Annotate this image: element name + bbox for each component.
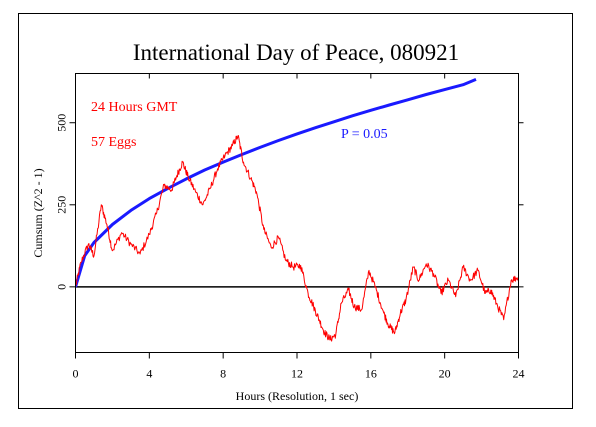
y-tick-label: 250 (55, 196, 69, 214)
y-tick-label: 0 (55, 284, 69, 290)
x-tick-label: 4 (146, 367, 152, 381)
y-axis-label: Cumsum (Z^2 - 1) (31, 168, 45, 257)
x-tick-label: 8 (220, 367, 226, 381)
x-tick-label: 24 (513, 367, 525, 381)
annotation-duration: 24 Hours GMT (91, 100, 178, 115)
annotation-p-value: P = 0.05 (341, 127, 388, 142)
annotation-eggs: 57 Eggs (91, 135, 137, 150)
x-tick-label: 0 (73, 367, 79, 381)
cumsum-series-line (75, 135, 519, 342)
x-tick-label: 12 (291, 367, 303, 381)
x-tick-label: 20 (439, 367, 451, 381)
outer-frame (18, 13, 573, 409)
p-value-envelope-line (75, 78, 477, 288)
chart-title: International Day of Peace, 080921 (133, 40, 459, 65)
y-tick-label: 500 (55, 114, 69, 132)
x-axis-label: Hours (Resolution, 1 sec) (236, 389, 359, 403)
x-tick-label: 16 (365, 367, 377, 381)
